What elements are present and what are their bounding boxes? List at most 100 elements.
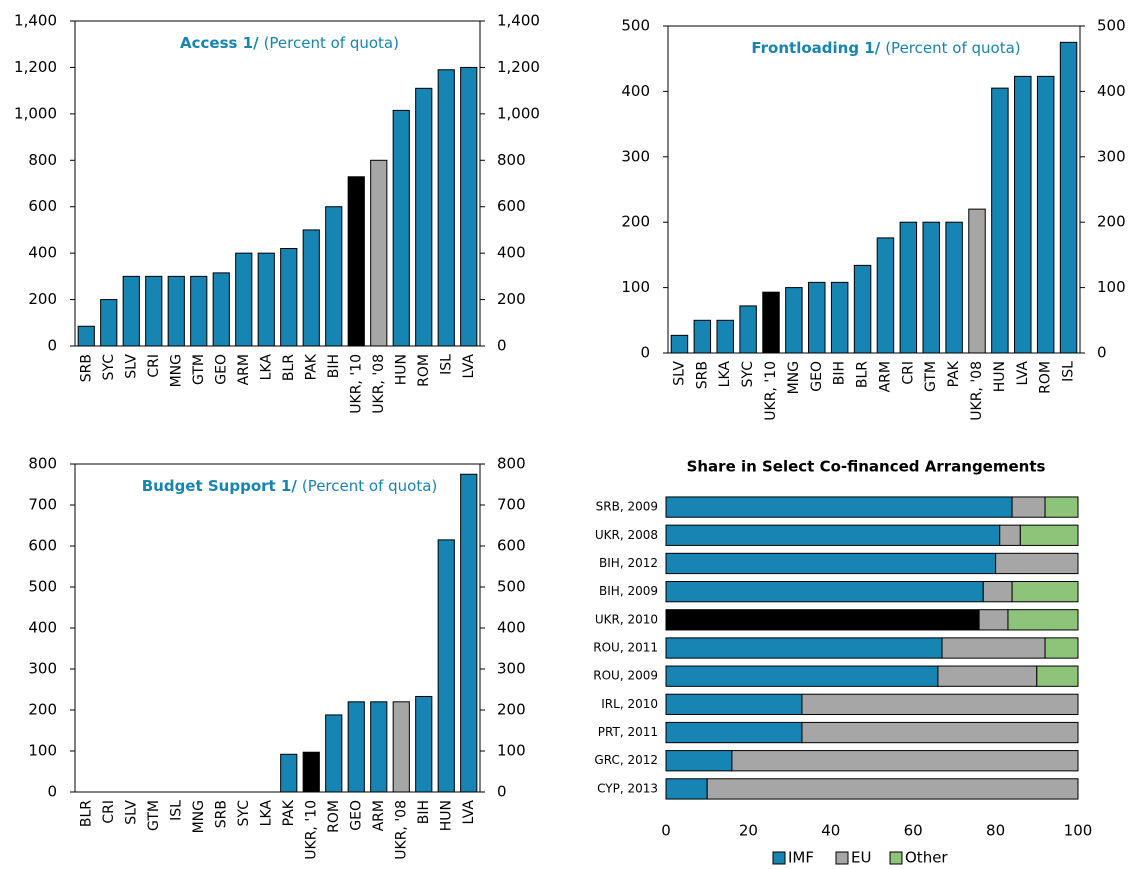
y-tick-label: ROU, 2009 bbox=[593, 669, 658, 683]
bar-segment bbox=[665, 552, 997, 575]
bar-segment bbox=[665, 580, 984, 603]
bar bbox=[212, 272, 230, 347]
x-tick-label: BLR bbox=[78, 800, 94, 827]
y-tick-label: BIH, 2009 bbox=[599, 584, 658, 598]
x-tick-label: SLV bbox=[123, 354, 139, 379]
bar bbox=[945, 221, 963, 354]
y2-tick-label: 400 bbox=[1097, 82, 1126, 100]
bar-segment bbox=[1044, 496, 1079, 518]
x-tick-label: CRI bbox=[900, 361, 916, 385]
bar bbox=[1036, 75, 1055, 354]
bar bbox=[460, 66, 478, 347]
bar bbox=[693, 319, 712, 354]
x-tick-label: UKR, '08 bbox=[393, 800, 409, 860]
bar bbox=[347, 701, 365, 793]
title-bold: Access 1/ bbox=[180, 34, 259, 52]
x-tick-label: BIH bbox=[326, 354, 342, 378]
y-tick-label: 0 bbox=[47, 783, 57, 801]
x-tick-label: GTM bbox=[191, 354, 207, 385]
y2-tick-label: 400 bbox=[497, 619, 526, 637]
y-tick-label: 0 bbox=[47, 337, 57, 355]
y-tick-label: 200 bbox=[28, 701, 57, 719]
bar bbox=[325, 714, 343, 793]
bar bbox=[280, 248, 298, 347]
x-tick-label: SYC bbox=[236, 800, 252, 827]
bar bbox=[145, 275, 163, 347]
y-tick-label: GRC, 2012 bbox=[594, 753, 658, 767]
y-tick-label: 100 bbox=[621, 278, 650, 296]
title-subtitle: (Percent of quota) bbox=[264, 34, 399, 52]
bar-segment bbox=[941, 637, 1046, 659]
bar-segment bbox=[1036, 665, 1079, 687]
x-tick-label: HUN bbox=[992, 361, 1008, 392]
bar bbox=[437, 69, 455, 347]
plot-frame bbox=[74, 20, 481, 347]
x-tick-label: PAK bbox=[303, 353, 319, 380]
x-tick-label: UKR, '08 bbox=[969, 361, 985, 421]
bar bbox=[302, 751, 320, 793]
x-tick-label: ISL bbox=[168, 800, 184, 821]
bar-segment bbox=[978, 609, 1009, 631]
bar bbox=[460, 473, 478, 793]
bar bbox=[876, 237, 895, 354]
x-tick-label: GEO bbox=[213, 354, 229, 385]
bar bbox=[257, 252, 275, 347]
x-tick-label: SYC bbox=[101, 354, 117, 381]
x-tick-label: GEO bbox=[348, 800, 364, 831]
legend-swatch bbox=[772, 851, 786, 865]
y-tick-label: PRT, 2011 bbox=[598, 725, 658, 739]
bar bbox=[122, 275, 140, 347]
y-tick-label: 400 bbox=[621, 82, 650, 100]
x-tick-label: 80 bbox=[986, 822, 1005, 840]
y-tick-label: 300 bbox=[621, 147, 650, 165]
bar-segment bbox=[1007, 609, 1079, 631]
chart-title: Frontloading 1/ (Percent of quota) bbox=[751, 39, 1020, 57]
y-tick-label: 600 bbox=[28, 537, 57, 555]
legend-label: IMF bbox=[788, 849, 814, 867]
bar-segment bbox=[995, 552, 1079, 575]
x-tick-label: LVA bbox=[1015, 361, 1031, 386]
legend-label: Other bbox=[905, 849, 948, 867]
x-tick-label: LKA bbox=[258, 800, 274, 827]
x-tick-label: HUN bbox=[393, 354, 409, 385]
bar bbox=[167, 275, 185, 347]
x-tick-label: PAK bbox=[281, 799, 297, 826]
bar-segment bbox=[665, 693, 803, 716]
x-tick-label: MNG bbox=[168, 354, 184, 387]
bar bbox=[415, 87, 433, 347]
bar bbox=[785, 287, 803, 354]
bar-segment bbox=[665, 750, 733, 772]
chart-title: Budget Support 1/(Percent of quota) bbox=[142, 477, 438, 495]
y-tick-label: 600 bbox=[28, 197, 57, 215]
bar bbox=[1014, 75, 1032, 354]
y2-tick-label: 500 bbox=[1097, 17, 1126, 35]
x-tick-label: SRB bbox=[213, 800, 229, 828]
bar bbox=[968, 208, 986, 354]
bar bbox=[670, 334, 689, 354]
y-tick-label: 300 bbox=[28, 660, 57, 678]
y2-tick-label: 1,200 bbox=[497, 58, 540, 76]
x-tick-label: MNG bbox=[786, 361, 802, 394]
y2-tick-label: 200 bbox=[1097, 213, 1126, 231]
legend-swatch bbox=[835, 851, 849, 865]
bar-segment bbox=[665, 637, 943, 659]
bar bbox=[415, 695, 433, 793]
y-tick-label: 1,400 bbox=[14, 12, 57, 30]
y2-tick-label: 1,400 bbox=[497, 12, 540, 30]
x-tick-label: SLV bbox=[671, 361, 687, 386]
bar bbox=[830, 281, 849, 354]
bar-segment bbox=[982, 580, 1013, 603]
x-tick-label: ARM bbox=[371, 800, 387, 831]
title-subtitle: (Percent of quota) bbox=[885, 39, 1020, 57]
bar bbox=[347, 176, 365, 347]
x-tick-label: ROM bbox=[1038, 361, 1054, 394]
bar-segment bbox=[937, 665, 1038, 687]
bar bbox=[853, 264, 872, 354]
bar-segment bbox=[665, 524, 1001, 546]
x-tick-label: BLR bbox=[855, 361, 871, 388]
x-tick-label: GTM bbox=[146, 800, 162, 831]
plot-frame bbox=[667, 25, 1081, 354]
x-tick-label: 0 bbox=[661, 822, 671, 840]
y-tick-label: 1,200 bbox=[14, 58, 57, 76]
bar-segment bbox=[1044, 637, 1079, 659]
